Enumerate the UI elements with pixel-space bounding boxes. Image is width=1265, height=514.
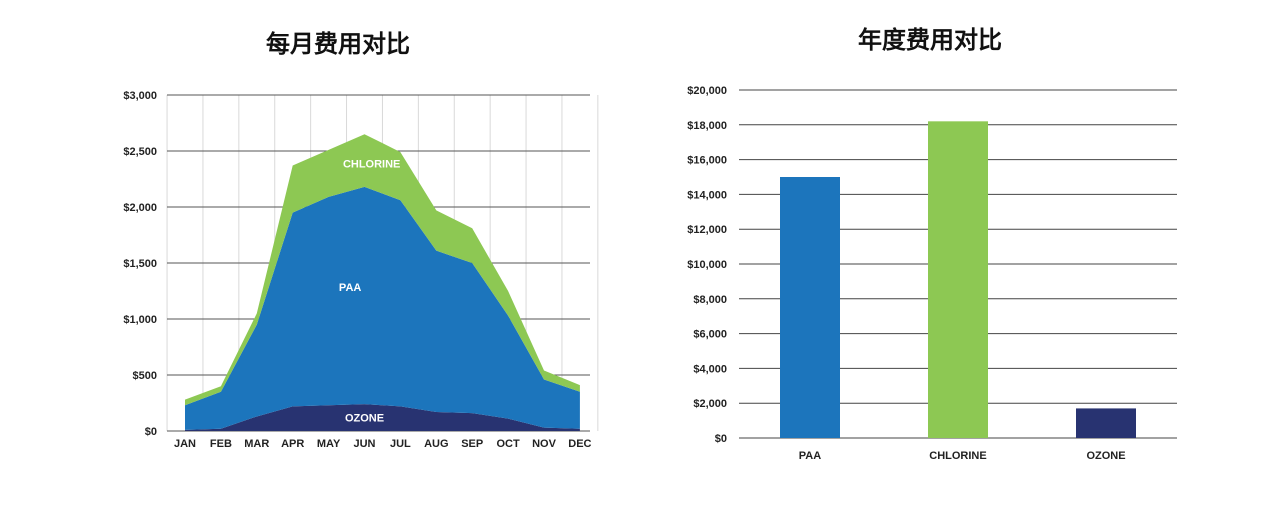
y-tick-label: $4,000 [693, 363, 727, 375]
y-tick-label: $2,000 [123, 202, 157, 214]
annual-chart-title: 年度费用对比 [858, 26, 1002, 54]
y-tick-label: $20,000 [687, 85, 727, 97]
y-tick-label: $12,000 [687, 224, 727, 236]
bar-paa [780, 177, 840, 438]
monthly-cost-chart: 每月费用对比 $0 $500 $1,000 $1,500 $2,000 $2,500 $3,… [0, 0, 632, 514]
y-tick-label: $1,000 [123, 314, 157, 326]
x-tick-label: NOV [532, 438, 557, 450]
series-label-paa: PAA [339, 282, 361, 294]
y-tick-label: $0 [715, 433, 727, 445]
x-tick-label: MAY [317, 438, 341, 450]
x-tick-label: AUG [424, 438, 448, 450]
y-tick-label: $1,500 [123, 258, 157, 270]
x-tick-label: DEC [568, 438, 591, 450]
monthly-chart-title: 每月费用对比 [266, 30, 410, 58]
x-tick-label: OCT [496, 438, 520, 450]
annual-cost-chart: 年度费用对比 $0 $2,000 $4,000 $6,000 $8,000 $10,000… [632, 0, 1265, 514]
y-tick-label: $10,000 [687, 259, 727, 271]
series-label-chlorine: CHLORINE [343, 159, 400, 171]
y-tick-label: $6,000 [693, 329, 727, 341]
x-tick-label: JUL [390, 438, 411, 450]
area-chlorine [185, 134, 580, 406]
bar-chlorine [928, 121, 988, 438]
x-tick-label: OZONE [1086, 450, 1125, 462]
monthly-area-plot: $0 $500 $1,000 $1,500 $2,000 $2,500 $3,000 OZON… [123, 90, 599, 450]
x-tick-label: APR [281, 438, 304, 450]
y-tick-label: $500 [133, 370, 157, 382]
series-label-ozone: OZONE [345, 413, 384, 425]
y-tick-label: $18,000 [687, 120, 727, 132]
x-tick-label: PAA [799, 450, 821, 462]
annual-bar-plot: $0 $2,000 $4,000 $6,000 $8,000 $10,000 $12,000… [687, 85, 1177, 462]
y-tick-label: $3,000 [123, 90, 157, 102]
x-tick-label: JAN [174, 438, 196, 450]
x-tick-label: MAR [244, 438, 269, 450]
bar-ozone [1076, 408, 1136, 438]
x-tick-label: CHLORINE [929, 450, 986, 462]
y-tick-label: $14,000 [687, 189, 727, 201]
x-tick-label: FEB [210, 438, 232, 450]
y-tick-label: $2,000 [693, 398, 727, 410]
y-tick-label: $2,500 [123, 146, 157, 158]
y-tick-label: $0 [145, 426, 157, 438]
area-paa [185, 186, 580, 430]
x-tick-label: JUN [353, 438, 375, 450]
y-tick-label: $8,000 [693, 294, 727, 306]
x-tick-label: SEP [461, 438, 483, 450]
y-tick-label: $16,000 [687, 155, 727, 167]
area-ozone [185, 404, 580, 431]
